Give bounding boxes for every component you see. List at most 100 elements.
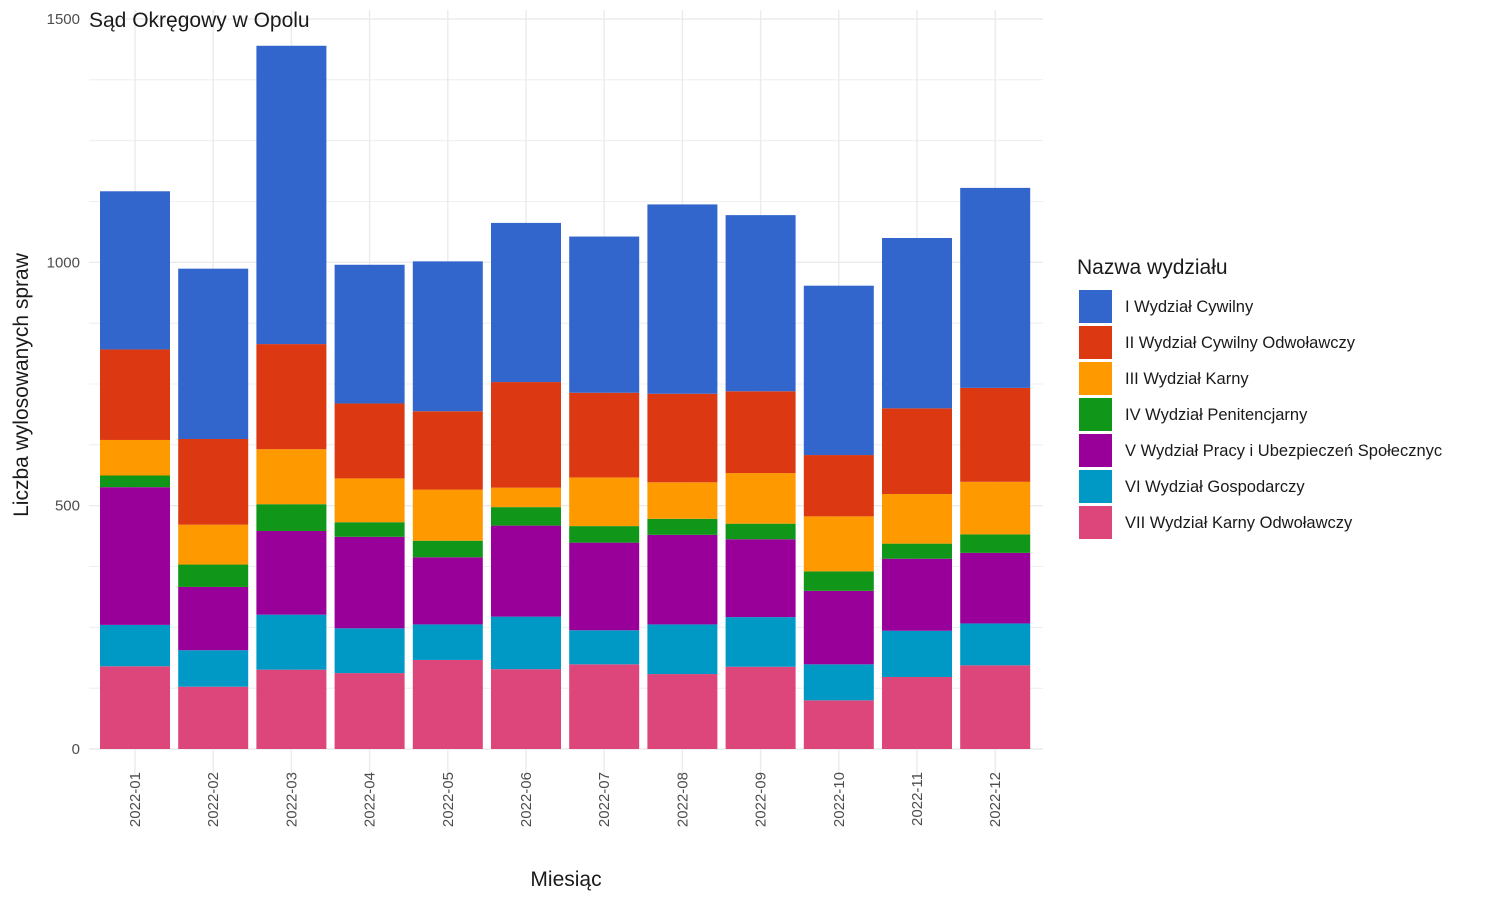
y-tick-label: 500	[55, 498, 80, 515]
bar-segment	[725, 666, 796, 749]
bar-segment	[960, 387, 1031, 482]
x-tick-label: 2022-12	[987, 772, 1004, 827]
x-tick-label: 2022-02	[205, 772, 222, 827]
bar-segment	[882, 238, 952, 409]
bar-segment	[882, 630, 952, 677]
x-axis-title: Miesiąc	[530, 868, 601, 891]
y-tick-label: 1000	[47, 254, 80, 271]
bar-segment	[412, 659, 483, 749]
bars	[100, 45, 1031, 749]
bar-segment	[100, 666, 170, 749]
bar-segment	[725, 617, 796, 667]
bar-segment	[491, 487, 561, 508]
legend-label: V Wydział Pracy i Ubezpieczeń Społecznyc	[1125, 442, 1442, 460]
bar-segment	[334, 478, 405, 523]
bar-segment	[334, 536, 405, 629]
bar-segment	[803, 571, 874, 591]
bar-segment	[647, 204, 718, 394]
bar-segment	[882, 543, 952, 559]
bar-segment	[178, 438, 249, 525]
bar-segment	[569, 477, 640, 527]
bar-segment	[412, 489, 483, 541]
bar-segment	[960, 481, 1031, 535]
bar-segment	[803, 285, 874, 456]
bar-segment	[256, 449, 327, 505]
bar-segment	[569, 542, 640, 631]
x-tick-label: 2022-06	[518, 772, 535, 827]
bar-segment	[334, 673, 405, 749]
bar-segment	[256, 669, 327, 749]
y-axis: 0 500 1000 1500	[47, 11, 80, 758]
x-axis: 2022-01 2022-02 2022-03 2022-04 2022-05 2022-…	[127, 772, 1004, 827]
bar-segment	[882, 408, 952, 494]
bar-segment	[569, 236, 640, 393]
bar-segment	[960, 534, 1031, 553]
bar-segment	[647, 534, 718, 625]
bar-segment	[491, 525, 561, 617]
bar-segment	[882, 493, 952, 544]
y-tick-label: 0	[72, 741, 80, 758]
bar-segment	[334, 522, 405, 537]
bar-segment	[491, 382, 561, 488]
bar-segment	[569, 664, 640, 749]
bar-segment	[100, 191, 170, 350]
bar-segment	[569, 630, 640, 665]
x-tick-label: 2022-05	[440, 772, 457, 827]
legend-label: III Wydział Karny	[1125, 370, 1249, 388]
legend-swatch	[1079, 506, 1112, 539]
bar-segment	[412, 540, 483, 558]
legend-swatch	[1079, 398, 1112, 431]
legend-swatch	[1079, 470, 1112, 503]
x-tick-label: 2022-08	[674, 772, 691, 827]
bar-segment	[803, 700, 874, 749]
x-tick-label: 2022-09	[753, 772, 770, 827]
legend: Nazwa wydziału I Wydział Cywilny II Wydzi…	[1077, 256, 1442, 539]
bar-segment	[647, 482, 718, 519]
bar-segment	[100, 624, 170, 667]
bar-segment	[725, 523, 796, 540]
x-tick-label: 2022-01	[127, 772, 144, 827]
bar-segment	[960, 552, 1031, 624]
bar-segment	[412, 624, 483, 660]
legend-swatch	[1079, 326, 1112, 359]
bar-segment	[256, 344, 327, 450]
bar-segment	[334, 264, 405, 404]
bar-segment	[725, 391, 796, 474]
bar-segment	[178, 686, 249, 749]
bar-segment	[100, 475, 170, 488]
legend-label: VI Wydział Gospodarczy	[1125, 478, 1305, 496]
bar-segment	[725, 473, 796, 524]
bar-segment	[803, 455, 874, 517]
bar-segment	[491, 669, 561, 749]
bar-segment	[960, 187, 1031, 388]
bar-segment	[803, 516, 874, 572]
bar-segment	[256, 614, 327, 670]
bar-segment	[178, 586, 249, 651]
bar-segment	[412, 411, 483, 490]
y-tick-label: 1500	[47, 11, 80, 28]
bar-segment	[256, 45, 327, 345]
legend-swatch	[1079, 290, 1112, 323]
bar-segment	[725, 539, 796, 618]
x-tick-label: 2022-04	[362, 772, 379, 827]
bar-segment	[100, 439, 170, 476]
legend-swatch	[1079, 434, 1112, 467]
bar-segment	[960, 665, 1031, 749]
bar-segment	[491, 507, 561, 526]
bar-segment	[256, 530, 327, 615]
x-tick-label: 2022-03	[283, 772, 300, 827]
bar-segment	[647, 518, 718, 535]
x-tick-label: 2022-10	[831, 772, 848, 827]
bar-segment	[725, 215, 796, 392]
bar-segment	[100, 349, 170, 440]
bar-segment	[100, 487, 170, 625]
bar-segment	[256, 504, 327, 531]
bar-segment	[647, 674, 718, 749]
bar-segment	[491, 616, 561, 670]
chart-title: Sąd Okręgowy w Opolu	[89, 9, 310, 32]
x-tick-label: 2022-07	[596, 772, 613, 827]
bar-segment	[412, 557, 483, 625]
bar-segment	[803, 590, 874, 665]
bar-segment	[569, 526, 640, 543]
bar-segment	[647, 624, 718, 675]
